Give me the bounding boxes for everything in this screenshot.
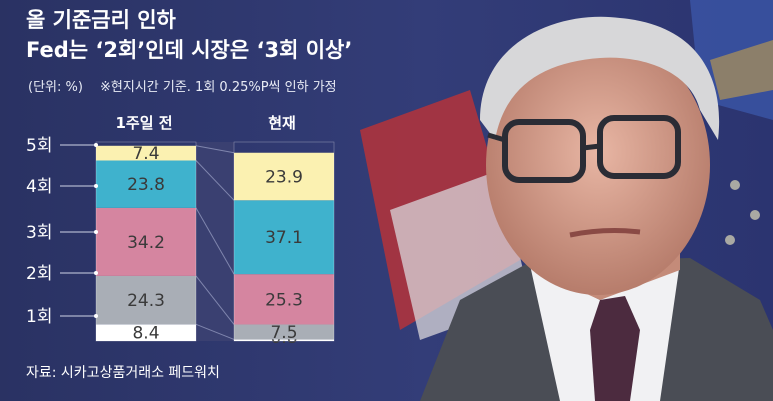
data-label: 23.8 (127, 175, 165, 195)
bar-segment (96, 324, 196, 341)
data-label: 37.1 (265, 228, 303, 248)
bar-segment (234, 324, 334, 340)
category-dot (94, 184, 98, 188)
connector-line (195, 160, 235, 201)
data-label: 25.3 (265, 290, 303, 310)
category-label: 4회 (26, 177, 52, 197)
bar-segment (96, 160, 196, 208)
data-label: 34.2 (127, 233, 165, 253)
bar-outline (95, 141, 197, 342)
bar-outline (233, 141, 335, 342)
data-label: 8.4 (132, 324, 159, 344)
assumption-note: ※현지시간 기준. 1회 0.25%P씩 인하 가정 (100, 80, 337, 95)
connector-line (195, 145, 235, 154)
bar-segment (234, 152, 334, 201)
glasses-left (502, 119, 586, 183)
category-dot (94, 314, 98, 318)
source-note: 자료: 시카고상품거래소 페드워치 (26, 365, 220, 381)
bar-segment (96, 275, 196, 325)
connector-line (195, 275, 235, 325)
data-label: 7.4 (132, 144, 159, 164)
bar-segment (96, 207, 196, 276)
headline-line2: Fed는 ‘2회’인데 시장은 ‘3회 이상’ (26, 38, 353, 62)
column-header-week-ago: 1주일 전 (115, 114, 173, 132)
bar-segment (234, 274, 334, 325)
category-dot (94, 230, 98, 234)
connector-line (195, 323, 235, 340)
column-header-now: 현재 (268, 114, 296, 132)
connector-line (195, 207, 235, 275)
category-label: 3회 (26, 223, 52, 243)
hair (480, 16, 720, 140)
category-dot (94, 143, 98, 147)
headline-line1: 올 기준금리 인하 (26, 8, 176, 32)
bar-segment (234, 339, 334, 341)
category-label: 5회 (26, 136, 52, 156)
tie (590, 296, 640, 401)
bar-segment (96, 145, 196, 161)
data-label: 23.9 (265, 168, 303, 188)
unit-label: (단위: %) (28, 80, 83, 95)
category-label: 2회 (26, 264, 52, 284)
bar-segment (234, 200, 334, 275)
category-label: 1회 (26, 307, 52, 327)
data-label: 24.3 (127, 291, 165, 311)
data-label: 7.5 (270, 323, 297, 343)
category-dot (94, 271, 98, 275)
